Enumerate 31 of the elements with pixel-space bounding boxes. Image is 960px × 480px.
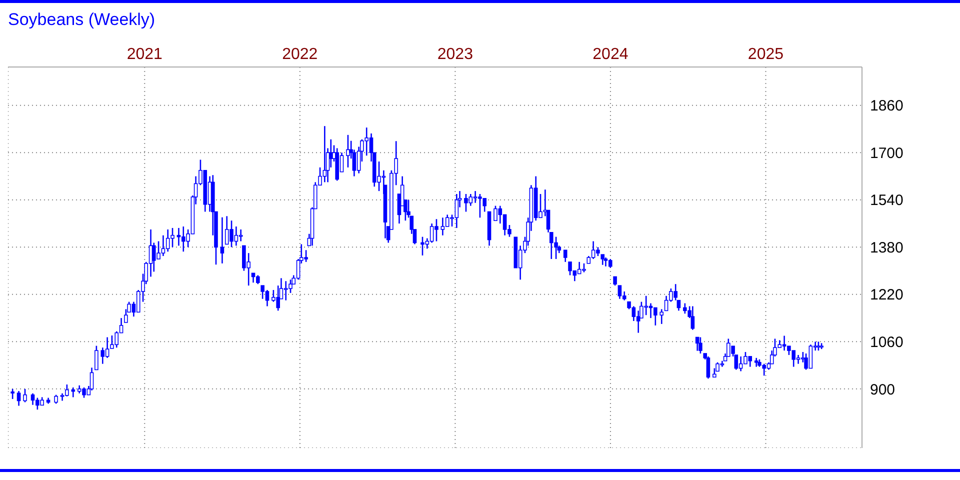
y-tick-label: 1700	[870, 144, 904, 162]
y-tick-label: 1380	[870, 239, 904, 256]
candlestick	[71, 386, 76, 398]
candlestick	[346, 134, 350, 168]
candlestick	[440, 216, 445, 236]
y-tick-label: 1540	[870, 192, 904, 210]
candlestick	[16, 390, 21, 406]
y-tick-label: 1060	[870, 334, 904, 351]
candlestick	[698, 336, 702, 354]
chart-title: Soybeans (Weekly)	[8, 10, 156, 30]
x-tick-label: 2023	[437, 46, 474, 63]
y-tick-label: 1220	[870, 286, 904, 304]
candlestick	[706, 356, 710, 380]
candlestick	[23, 388, 27, 403]
x-tick-label: 2024	[592, 46, 628, 63]
candlestick	[690, 306, 695, 331]
candlestick	[600, 254, 605, 266]
x-tick-label: 2021	[126, 46, 163, 63]
x-tick-label: 2022	[282, 46, 318, 63]
y-tick-label: 900	[870, 381, 896, 398]
candlestick	[94, 345, 98, 370]
candlestick	[220, 216, 224, 264]
candlestick	[90, 367, 94, 392]
candlestick	[100, 346, 105, 364]
candlestick	[10, 388, 14, 400]
candlestick	[636, 310, 640, 334]
candlestick	[660, 308, 664, 325]
candlestick	[695, 336, 700, 352]
x-tick-label: 2025	[748, 46, 784, 63]
y-tick-label: 1860	[870, 98, 904, 115]
candlestick	[563, 249, 568, 263]
